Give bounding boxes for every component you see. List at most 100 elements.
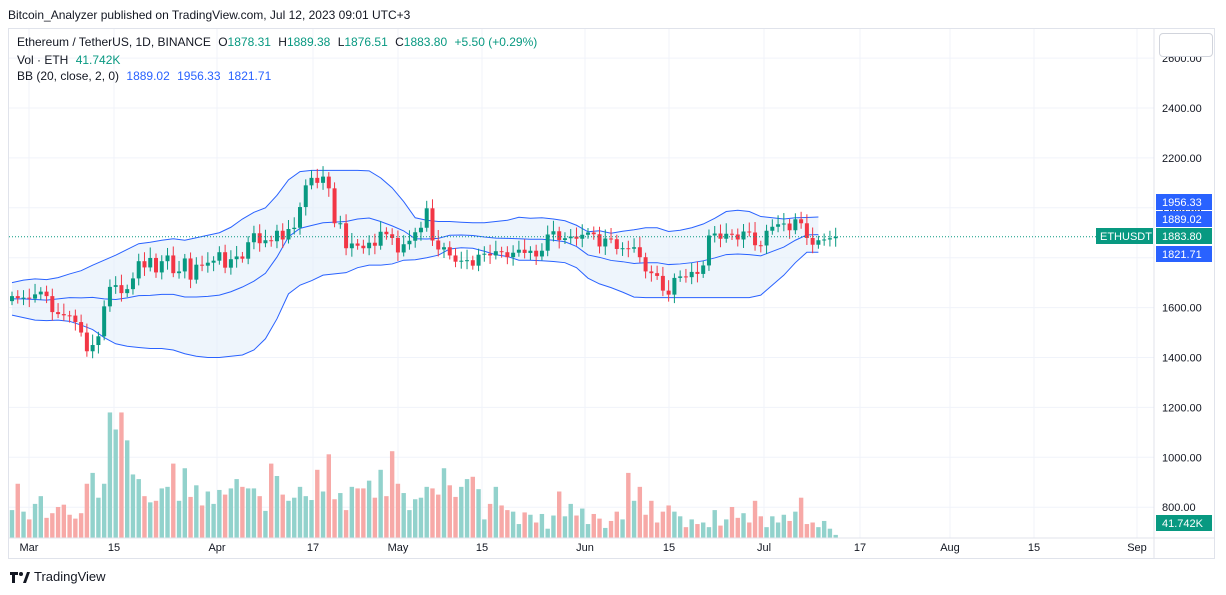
candle-body bbox=[113, 285, 118, 287]
volume-bar bbox=[672, 511, 677, 538]
volume-bar bbox=[770, 516, 775, 538]
x-tick-label: 15 bbox=[108, 542, 120, 554]
volume-tag-bg bbox=[1156, 515, 1212, 531]
volume-bar bbox=[222, 494, 228, 538]
candle-body bbox=[269, 240, 274, 242]
candle-body bbox=[246, 242, 251, 259]
volume-bar bbox=[459, 486, 464, 538]
volume-bar bbox=[274, 476, 280, 538]
candle-body bbox=[787, 223, 792, 231]
volume-bar bbox=[234, 479, 239, 538]
volume-bar bbox=[349, 486, 355, 538]
volume-bar bbox=[413, 499, 418, 538]
candle-body bbox=[211, 260, 216, 263]
volume-bar bbox=[643, 514, 648, 538]
volume-bar bbox=[338, 493, 343, 538]
volume-bar bbox=[84, 483, 90, 538]
volume-bar bbox=[378, 469, 383, 538]
candle-body bbox=[758, 245, 763, 247]
candle-body bbox=[643, 257, 648, 272]
y-tick-label: 1400.00 bbox=[1162, 353, 1202, 365]
volume-bars bbox=[9, 412, 838, 538]
chart-frame[interactable] bbox=[8, 28, 1215, 559]
volume-bar bbox=[522, 512, 527, 538]
candle-body bbox=[349, 243, 354, 249]
candle-body bbox=[309, 177, 314, 186]
volume-bar bbox=[153, 500, 159, 538]
footer-brand-label: TradingView bbox=[34, 569, 106, 584]
candle-body bbox=[614, 239, 619, 249]
last-price-tag-bg bbox=[1156, 228, 1212, 244]
bb-label[interactable]: BB (20, close, 2, 0) bbox=[17, 69, 120, 83]
volume-bar bbox=[660, 511, 666, 538]
candle-body bbox=[609, 238, 614, 240]
volume-bar bbox=[38, 496, 43, 538]
candle-body bbox=[321, 176, 326, 183]
candle-body bbox=[672, 277, 677, 295]
candle-body bbox=[27, 297, 32, 299]
x-tick-label: Mar bbox=[20, 542, 39, 554]
volume-bar bbox=[320, 491, 326, 538]
volume-bar bbox=[695, 524, 700, 538]
candle-body bbox=[303, 185, 308, 208]
candle-body bbox=[683, 276, 688, 278]
symbol-label[interactable]: Ethereum / TetherUS, 1D, BINANCE bbox=[17, 35, 211, 49]
footer-brand[interactable]: TradingView bbox=[10, 569, 106, 584]
candle-body bbox=[586, 232, 590, 235]
x-tick-label: Sep bbox=[1127, 542, 1147, 554]
volume-bar bbox=[96, 497, 101, 538]
volume-bar bbox=[55, 507, 61, 538]
candle-body bbox=[125, 289, 130, 294]
volume-bar bbox=[159, 488, 164, 538]
price-scale-button[interactable] bbox=[1159, 33, 1213, 57]
volume-bar bbox=[194, 485, 199, 538]
candle-body bbox=[678, 276, 683, 278]
volume-bar bbox=[366, 480, 372, 538]
volume-bar bbox=[280, 494, 285, 538]
volume-bar bbox=[107, 412, 113, 538]
volume-bar bbox=[614, 511, 619, 538]
candle-body bbox=[223, 252, 228, 268]
volume-bar bbox=[32, 503, 38, 538]
candle-body bbox=[378, 231, 383, 246]
candle-body bbox=[136, 261, 141, 279]
tradingview-logo-icon bbox=[10, 571, 30, 583]
candle-body bbox=[534, 250, 539, 257]
volume-bar bbox=[574, 515, 579, 538]
candle-body bbox=[50, 296, 55, 313]
symbol-tag: ETHUSDT bbox=[1100, 231, 1152, 243]
candle-body bbox=[810, 237, 815, 245]
volume-bar bbox=[775, 522, 781, 538]
volume-bar bbox=[539, 513, 545, 538]
volume-bar bbox=[787, 520, 792, 538]
volume-bar bbox=[286, 500, 291, 538]
volume-bar bbox=[666, 505, 671, 538]
volume-bar bbox=[361, 488, 366, 538]
volume-bar bbox=[90, 472, 95, 538]
volume-bar bbox=[389, 451, 395, 538]
candle-body bbox=[482, 253, 487, 255]
volume-label[interactable]: Vol · ETH bbox=[17, 53, 69, 67]
candle-body bbox=[148, 257, 153, 268]
volume-bar bbox=[176, 500, 182, 538]
y-tick-label: 1600.00 bbox=[1162, 303, 1202, 315]
volume-bar bbox=[487, 503, 493, 538]
candle-body bbox=[747, 231, 752, 233]
last-price-tag: 1883.80 bbox=[1162, 231, 1202, 243]
candle-body bbox=[632, 247, 637, 249]
volume-bar bbox=[27, 519, 32, 538]
bb-lower-tag-bg bbox=[1156, 246, 1212, 262]
candle-body bbox=[56, 312, 61, 315]
volume-bar bbox=[332, 499, 337, 538]
close-label: C bbox=[395, 35, 404, 49]
candle-body bbox=[67, 315, 72, 317]
candle-body bbox=[165, 255, 170, 262]
volume-bar bbox=[424, 486, 429, 538]
close-value: 1883.80 bbox=[403, 35, 448, 49]
candle-body bbox=[79, 322, 84, 333]
volume-bar bbox=[355, 488, 360, 538]
candle-body bbox=[338, 223, 343, 225]
candle-body bbox=[413, 232, 418, 241]
candle-body bbox=[240, 256, 245, 259]
